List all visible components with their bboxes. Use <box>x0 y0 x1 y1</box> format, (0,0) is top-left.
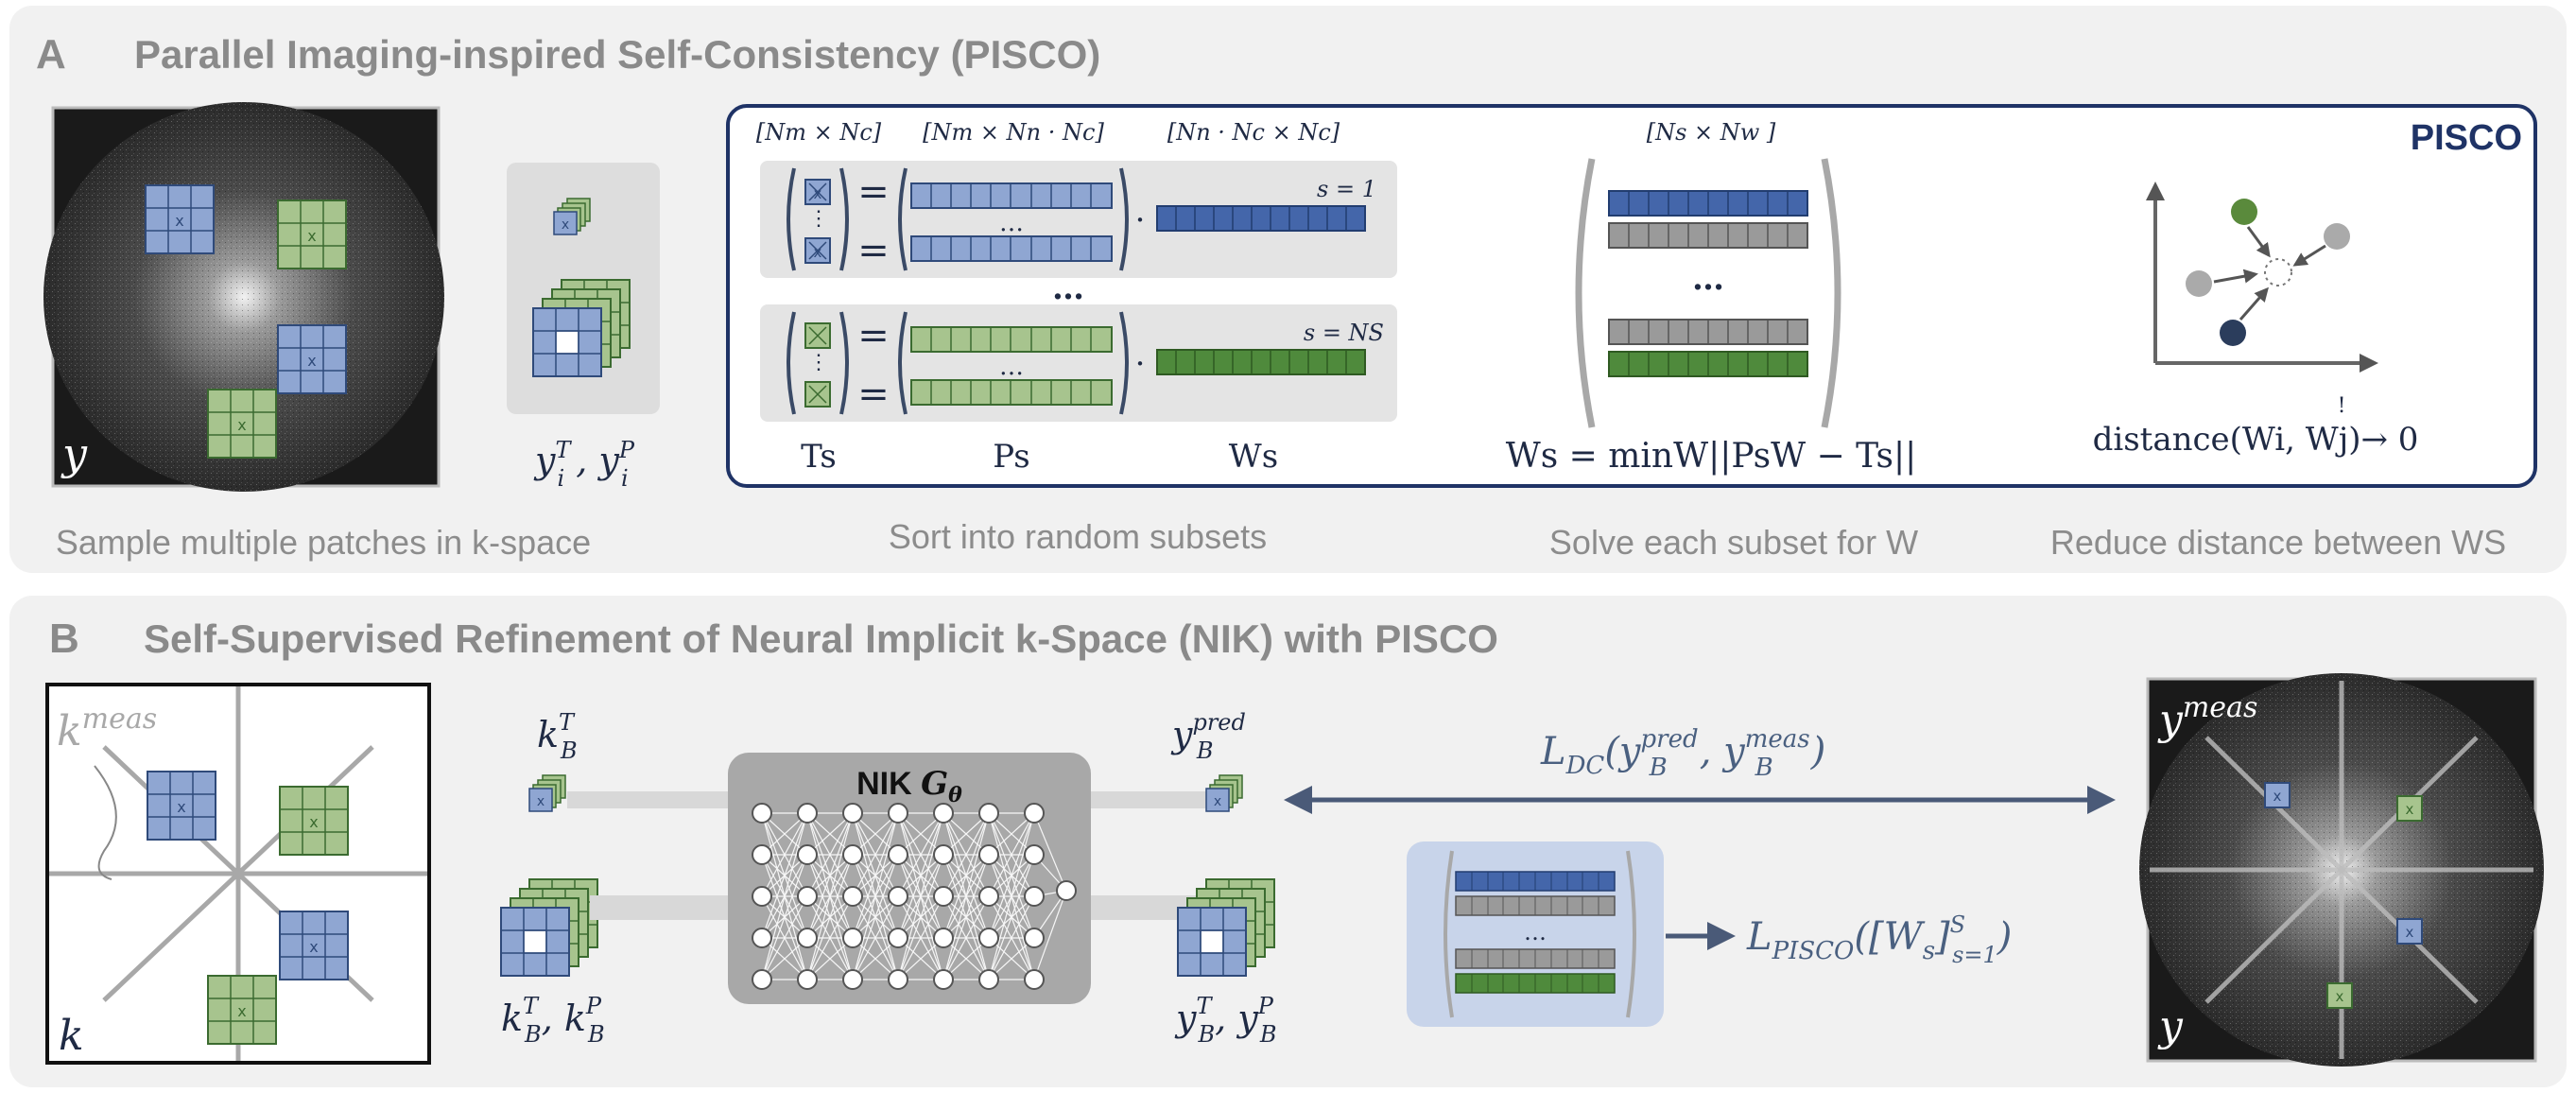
svg-text:·: · <box>1135 345 1146 383</box>
ymeas-label: ymeas <box>2157 691 2257 744</box>
panel-a-title: Parallel Imaging-inspired Self-Consisten… <box>134 32 1100 77</box>
nn-node <box>797 928 818 948</box>
svg-text:·: · <box>1135 201 1146 239</box>
kbtp-label: kT B, kP B <box>501 993 605 1048</box>
nn-node <box>888 803 908 824</box>
pisco-mini-box: … <box>1407 841 1664 1027</box>
svg-text:=: = <box>857 170 890 214</box>
nn-node <box>842 928 863 948</box>
bang-mark: ! <box>2338 394 2346 418</box>
dim-p: [Nm × Nn · Nc] <box>923 119 1104 146</box>
nn-node <box>978 886 999 907</box>
nn-node <box>842 844 863 865</box>
ybtp-label: yT B, yP B <box>1174 993 1277 1048</box>
ymeas-image: x x x x ymeas y <box>2139 673 2544 1067</box>
s-last-label: s = NS <box>1304 320 1384 346</box>
svg-text:…: … <box>999 209 1024 237</box>
nn-node <box>1024 928 1045 948</box>
k-coordinate-box: kmeas k <box>45 683 431 1065</box>
nn-node <box>888 886 908 907</box>
caption-reduce-distance: Reduce distance between WS <box>2050 523 2506 562</box>
svg-text:=: = <box>857 314 890 357</box>
ws-equation: Ws = minW||PsW − Ts|| <box>1506 437 1917 476</box>
svg-text:⋮: ⋮ <box>808 207 829 231</box>
nik-title: NIK Gθ <box>856 765 962 807</box>
svg-text:…: … <box>1692 260 1724 298</box>
nn-node <box>978 928 999 948</box>
nn-node <box>933 969 954 990</box>
panel-a-letter: A <box>36 31 66 78</box>
svg-text:x: x <box>2406 924 2414 941</box>
svg-text:x: x <box>2273 788 2282 805</box>
caption-solve-subset: Solve each subset for W <box>1549 523 1918 562</box>
ts-label: Ts <box>801 438 837 476</box>
panel-b: B Self-Supervised Refinement of Neural I… <box>9 596 2567 1087</box>
nn-node <box>752 928 772 948</box>
dim-t: [Nm × Nc] <box>756 119 882 146</box>
nn-node <box>933 844 954 865</box>
kspace-image: y <box>43 102 444 492</box>
pisco-tag: PISCO <box>2411 118 2522 158</box>
nn-node <box>1024 803 1045 824</box>
nn-node <box>1024 844 1045 865</box>
patch-stack-label: yT i , yP i <box>533 437 635 492</box>
nn-node <box>888 928 908 948</box>
nn-node <box>933 886 954 907</box>
svg-text:x: x <box>2336 988 2344 1005</box>
nn-node <box>842 969 863 990</box>
nn-node <box>933 928 954 948</box>
caption-sort-subsets: Sort into random subsets <box>889 517 1267 556</box>
dim-w: [Nn · Nc × Nc] <box>1167 119 1340 146</box>
nn-node <box>1056 880 1077 901</box>
svg-text:=: = <box>857 373 890 416</box>
dim-ws: [Ns × Nw ] <box>1647 119 1776 146</box>
svg-text:…: … <box>999 353 1024 381</box>
kspace-image-label: y <box>61 428 88 479</box>
distance-plot <box>2146 182 2378 373</box>
nn-node <box>797 844 818 865</box>
svg-text:x: x <box>2406 801 2414 818</box>
nn-node <box>752 886 772 907</box>
nn-node <box>978 803 999 824</box>
nn-node <box>1024 886 1045 907</box>
nn-node <box>888 969 908 990</box>
nn-node <box>1024 969 1045 990</box>
nn-node <box>933 803 954 824</box>
nn-node <box>752 803 772 824</box>
patch-stack <box>507 163 660 414</box>
subset-first: ⋮ = = … · s = 1 <box>760 161 1397 278</box>
subset-ellipsis: … <box>1052 269 1084 307</box>
nn-node <box>888 844 908 865</box>
panel-b-title: Self-Supervised Refinement of Neural Imp… <box>144 616 1498 661</box>
nn-node <box>842 886 863 907</box>
nn-node <box>978 969 999 990</box>
nn-node <box>797 803 818 824</box>
subset-last: ⋮ = = … · s = NS <box>760 304 1397 422</box>
ps-label: Ps <box>993 438 1029 476</box>
svg-text:⋮: ⋮ <box>808 351 829 374</box>
panel-b-letter: B <box>49 616 79 662</box>
distance-equation: distance(Wi, Wj)→ 0 <box>2093 421 2419 459</box>
nn-node <box>842 803 863 824</box>
panel-a: A Parallel Imaging-inspired Self-Consist… <box>9 6 2567 573</box>
caption-sample-patches: Sample multiple patches in k-space <box>56 523 591 562</box>
nn-node <box>752 969 772 990</box>
ws-label: Ws <box>1229 438 1278 476</box>
svg-text:=: = <box>857 229 890 272</box>
svg-text:…: … <box>1524 919 1547 946</box>
nn-node <box>797 969 818 990</box>
nn-node <box>797 886 818 907</box>
nn-node <box>978 844 999 865</box>
nn-node <box>752 844 772 865</box>
s-first-label: s = 1 <box>1317 176 1376 202</box>
k-label: k <box>59 1012 84 1060</box>
ws-matrix: … <box>1575 158 1841 428</box>
nik-network: NIK Gθ <box>728 753 1091 1004</box>
y-label: y <box>2157 1002 2184 1050</box>
